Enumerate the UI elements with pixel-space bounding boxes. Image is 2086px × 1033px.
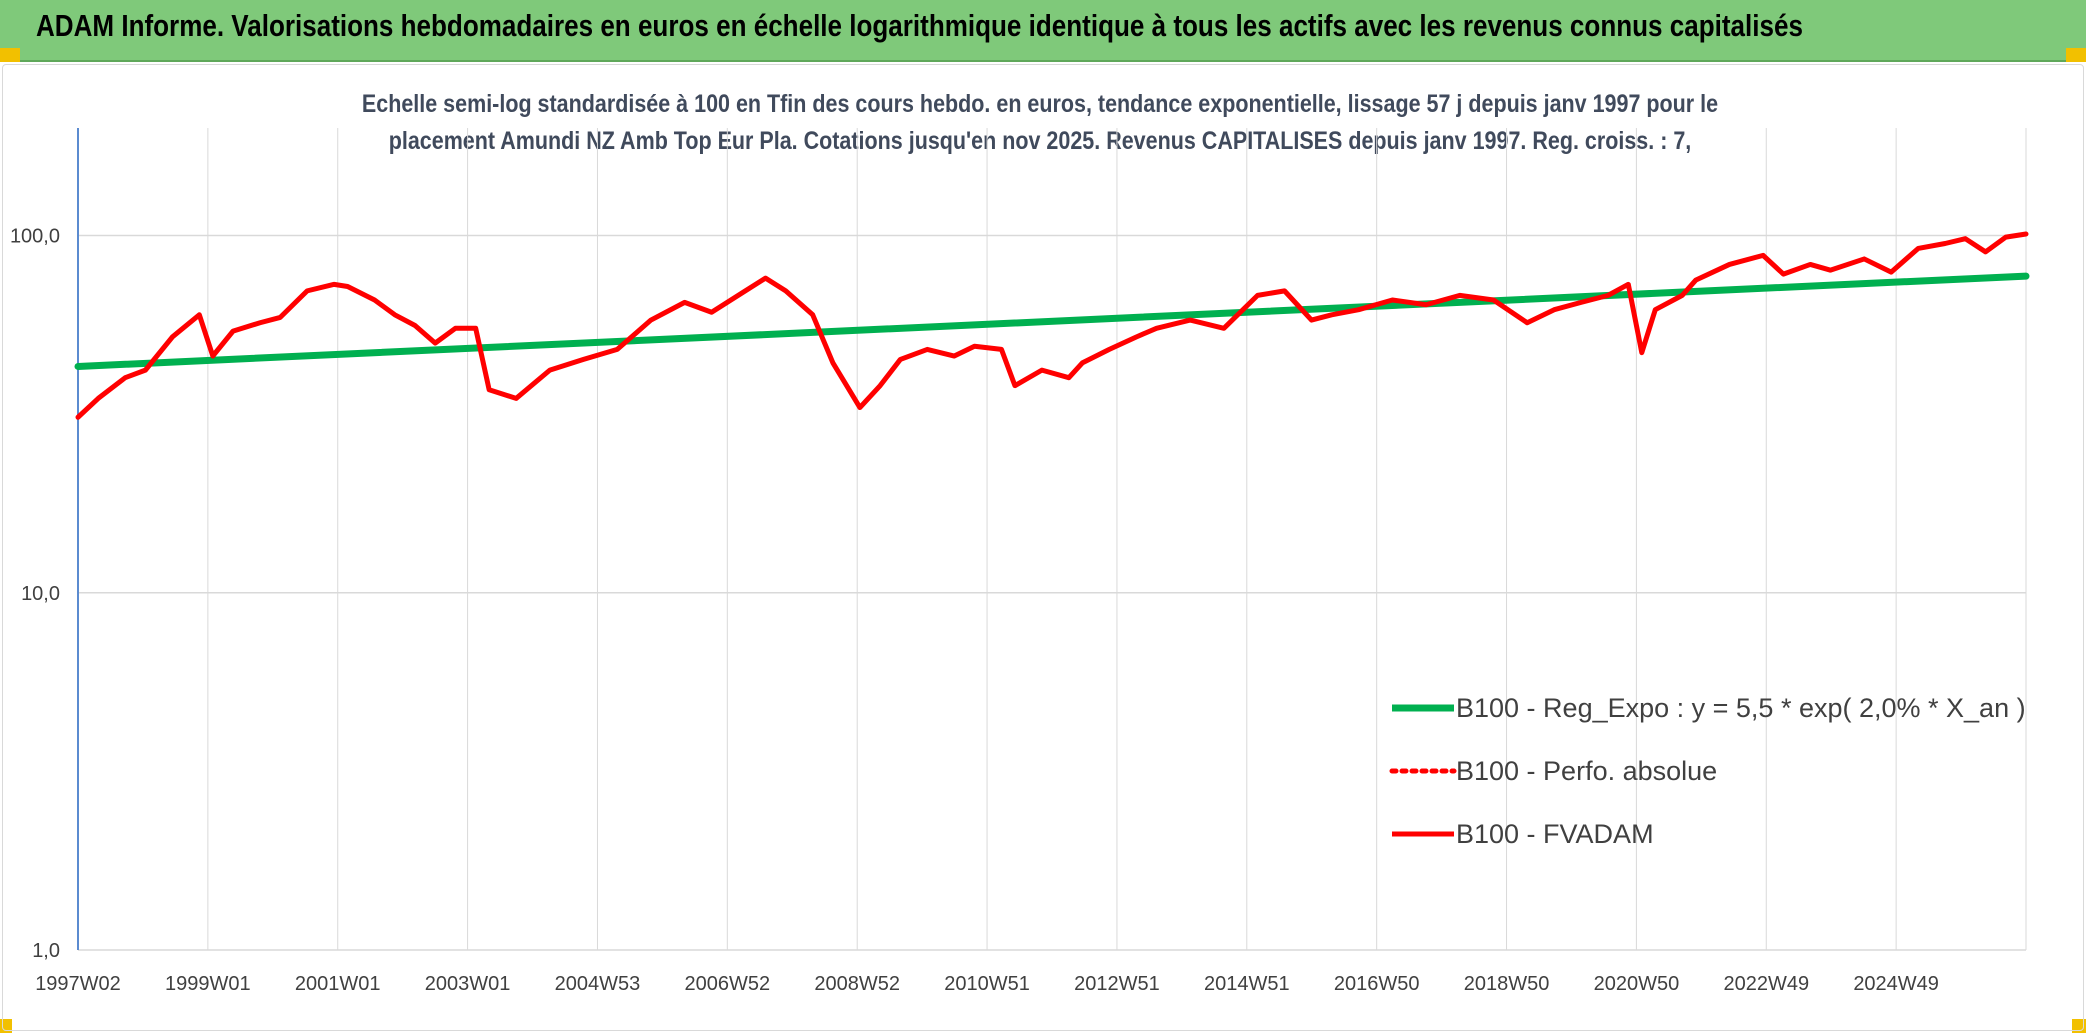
chart-title: Echelle semi-log standardisée à 100 en T…: [352, 86, 1728, 160]
x-tick-label: 1999W01: [165, 973, 251, 995]
x-tick-label: 2024W49: [1853, 973, 1939, 995]
x-tick-label: 2020W50: [1594, 973, 1680, 995]
x-tick-label: 2003W01: [425, 973, 511, 995]
x-tick-label: 2001W01: [295, 973, 381, 995]
legend-trend-label: B100 - Reg_Expo : y = 5,5 * exp( 2,0% * …: [1456, 693, 2026, 723]
y-tick-label: 10,0: [21, 583, 60, 605]
chart-title-line-1: Echelle semi-log standardisée à 100 en T…: [361, 90, 1719, 118]
x-tick-label: 2010W51: [944, 973, 1030, 995]
x-tick-label: 2008W52: [814, 973, 900, 995]
x-tick-label: 2022W49: [1723, 973, 1809, 995]
x-tick-label: 1997W02: [35, 973, 121, 995]
chart-frame: [2, 64, 2084, 1031]
corner-marker-right: [2066, 48, 2086, 62]
y-tick-label: 100,0: [10, 226, 60, 248]
trend-line: [74, 272, 2030, 370]
report-title: ADAM Informe. Valorisations hebdomadaire…: [36, 8, 1803, 43]
chart-title-line-2: placement Amundi NZ Amb Top Eur Pla. Cot…: [388, 127, 1692, 155]
legend-perfo-absolue-label: B100 - Perfo. absolue: [1456, 756, 1717, 786]
y-tick-label: 1,0: [32, 940, 60, 962]
legend-fvadam-label: B100 - FVADAM: [1456, 819, 1654, 849]
x-tick-label: 2004W53: [555, 973, 641, 995]
x-tick-label: 2016W50: [1334, 973, 1420, 995]
x-tick-label: 2006W52: [685, 973, 771, 995]
corner-marker-left: [0, 48, 20, 62]
x-tick-label: 2014W51: [1204, 973, 1290, 995]
series-line-fvadam: [75, 231, 2029, 420]
x-tick-label: 2012W51: [1074, 973, 1160, 995]
x-tick-label: 2018W50: [1464, 973, 1550, 995]
report-banner: ADAM Informe. Valorisations hebdomadaire…: [0, 0, 2086, 62]
